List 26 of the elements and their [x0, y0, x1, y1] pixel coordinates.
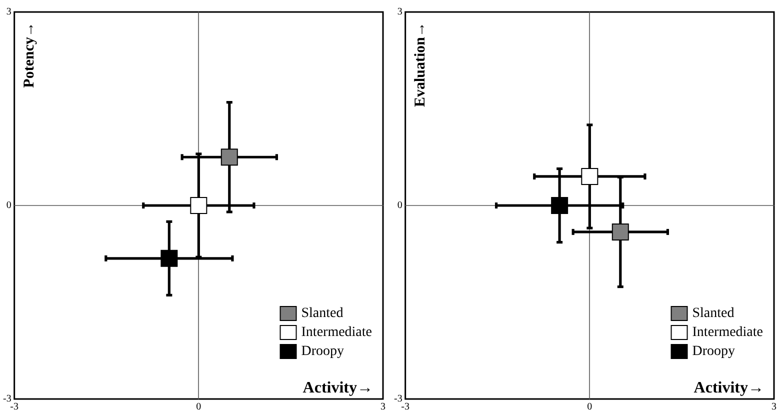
y-axis-title: Potency→ [22, 22, 38, 88]
x-axis-title: Activity→ [302, 380, 373, 396]
y-tick-label: 3 [6, 6, 12, 18]
x-tick-label: 3 [772, 402, 776, 412]
legend-label: Slanted [301, 306, 344, 321]
x-tick-label: 3 [380, 402, 386, 412]
y-tick-label: 0 [6, 200, 12, 211]
y-tick-label: -3 [2, 394, 12, 404]
x-tick-label: 0 [196, 402, 202, 412]
y-axis-title: Evaluation→ [412, 22, 428, 108]
y-tick-label: -3 [394, 394, 402, 404]
legend-label: Droopy [692, 344, 736, 359]
y-tick-label: 3 [397, 6, 402, 18]
legend-label: Intermediate [692, 325, 764, 340]
point [581, 168, 598, 185]
legend-label: Intermediate [301, 325, 372, 340]
point [190, 197, 208, 214]
x-tick-label: 0 [587, 402, 592, 412]
legend-label: Slanted [692, 306, 734, 321]
legend-label: Droopy [301, 344, 344, 359]
x-axis-title: Activity→ [694, 380, 764, 396]
point [551, 197, 568, 214]
y-tick-label: 0 [397, 200, 402, 211]
point [160, 250, 178, 267]
point [612, 223, 629, 240]
point [220, 148, 238, 166]
